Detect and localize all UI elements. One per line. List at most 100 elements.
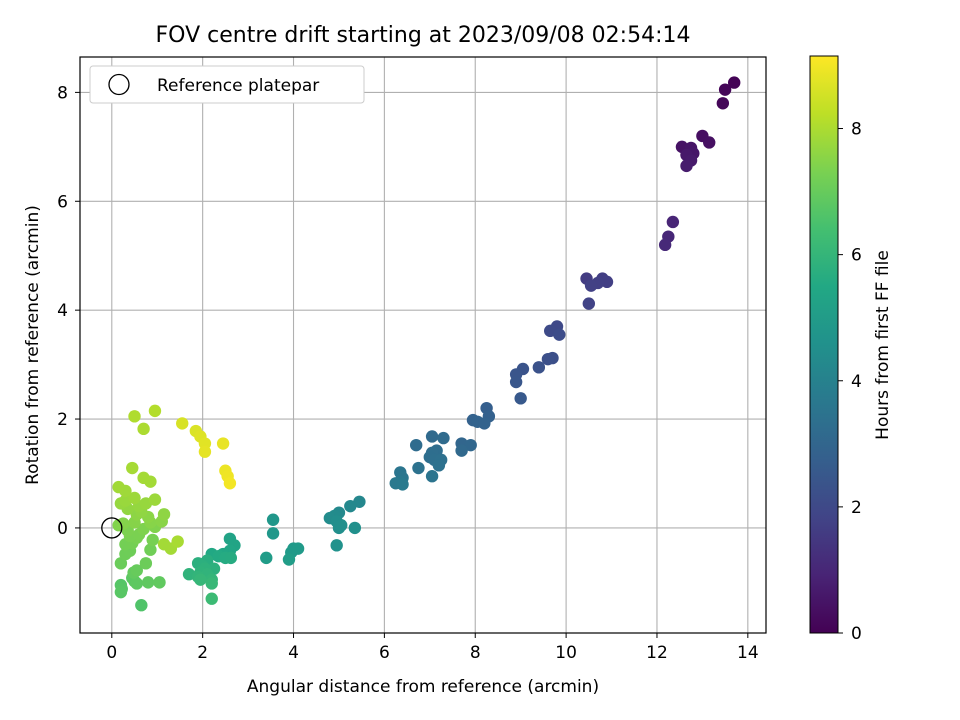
data-points — [112, 76, 741, 612]
data-point — [425, 430, 439, 443]
data-point — [330, 539, 343, 552]
data-point — [703, 136, 716, 149]
data-point — [464, 438, 477, 452]
x-axis-ticks: 0 2 4 6 8 10 12 14 — [106, 633, 759, 663]
colorbar-tick-label: 4 — [851, 372, 862, 392]
data-point — [126, 461, 139, 475]
data-point — [509, 375, 523, 389]
data-point — [584, 279, 598, 292]
x-tick-label: 0 — [106, 643, 117, 663]
data-point — [478, 417, 491, 430]
data-point — [541, 352, 555, 366]
legend-marker-reference-icon — [108, 73, 130, 96]
data-point — [396, 478, 409, 491]
data-point — [194, 573, 207, 586]
colorbar-tick-label: 0 — [851, 624, 862, 644]
data-point — [116, 517, 130, 530]
reference-point-marker — [101, 517, 123, 539]
data-point — [266, 513, 280, 526]
data-point — [157, 508, 171, 521]
data-point — [130, 564, 143, 577]
data-point — [412, 461, 425, 475]
data-point — [332, 521, 346, 535]
grid-lines — [80, 57, 766, 633]
data-point — [114, 557, 128, 570]
x-tick-label: 14 — [737, 643, 759, 663]
data-point — [146, 533, 159, 547]
colorbar-label: Hours from first FF file — [873, 250, 893, 440]
data-point — [432, 459, 446, 472]
data-point — [727, 76, 741, 89]
data-point — [176, 417, 189, 430]
reference-marker — [101, 517, 123, 539]
data-point — [135, 599, 148, 612]
data-point — [582, 297, 596, 310]
plot-frame — [79, 56, 767, 634]
data-point — [266, 527, 280, 540]
data-point — [553, 328, 566, 341]
data-point — [344, 499, 357, 513]
data-point — [680, 159, 693, 173]
chart-title: FOV centre drift starting at 2023/09/08 … — [156, 23, 691, 48]
y-tick-label: 0 — [57, 519, 68, 539]
x-tick-label: 8 — [470, 643, 481, 663]
data-point — [348, 521, 362, 535]
data-point — [205, 592, 218, 605]
colorbar-tick-label: 6 — [851, 246, 862, 266]
data-point — [716, 97, 730, 110]
data-point — [157, 538, 171, 551]
data-point — [114, 585, 128, 599]
data-point — [144, 543, 157, 556]
data-point — [718, 83, 732, 96]
data-point — [137, 471, 150, 485]
legend-box — [89, 65, 365, 104]
y-axis-label: Rotation from reference (arcmin) — [23, 205, 43, 485]
data-point — [409, 438, 423, 452]
x-axis-label: Angular distance from reference (arcmin) — [247, 677, 599, 697]
colorbar-gradient — [809, 55, 839, 634]
data-point — [658, 238, 672, 252]
colorbar-ticks: 0 2 4 6 8 — [838, 120, 862, 644]
colorbar-tick-label: 8 — [851, 120, 862, 140]
data-point — [600, 275, 614, 289]
y-tick-label: 8 — [57, 83, 68, 103]
data-point — [532, 361, 546, 374]
data-point — [223, 477, 237, 490]
data-point — [224, 551, 238, 565]
legend-label-reference: Reference platepar — [157, 76, 319, 96]
data-point — [112, 480, 125, 494]
x-tick-label: 6 — [379, 643, 390, 663]
data-point — [514, 392, 527, 405]
y-tick-label: 6 — [57, 192, 68, 212]
colorbar: 0 2 4 6 8 Hours from first FF file — [809, 55, 893, 644]
y-tick-label: 2 — [57, 410, 68, 430]
data-point — [128, 410, 141, 423]
x-tick-label: 2 — [197, 643, 208, 663]
data-point — [148, 404, 162, 418]
data-point — [455, 444, 468, 457]
data-point — [198, 445, 212, 458]
data-point — [128, 491, 141, 505]
data-point — [425, 470, 439, 483]
data-point — [130, 577, 143, 590]
data-point — [282, 553, 296, 566]
data-point — [137, 422, 150, 436]
x-tick-label: 10 — [555, 643, 577, 663]
data-point — [148, 493, 162, 506]
legend: Reference platepar — [89, 65, 365, 104]
data-point — [666, 215, 680, 229]
colorbar-tick-label: 2 — [851, 498, 862, 518]
data-point — [153, 576, 166, 589]
y-axis-ticks: 0 2 4 6 8 — [57, 83, 80, 539]
data-point — [260, 551, 273, 565]
data-point — [216, 437, 230, 450]
data-point — [437, 431, 450, 445]
data-point — [205, 577, 218, 590]
data-point — [141, 576, 155, 589]
y-tick-label: 4 — [57, 301, 68, 321]
x-tick-label: 12 — [646, 643, 668, 663]
data-point — [171, 535, 184, 548]
x-tick-label: 4 — [288, 643, 299, 663]
data-point — [139, 557, 153, 570]
